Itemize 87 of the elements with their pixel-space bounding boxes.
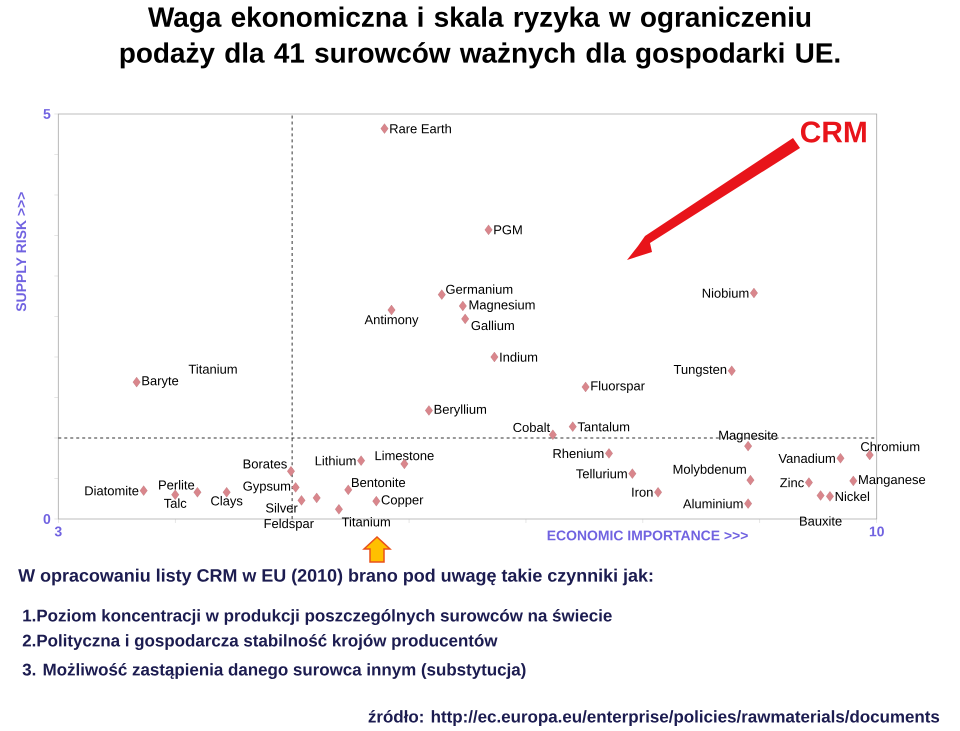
annotation: CRM: [800, 121, 866, 143]
point: [425, 405, 433, 416]
data-label: Antimony: [364, 314, 418, 327]
point: [728, 366, 736, 376]
data-label: Lithium: [316, 456, 356, 466]
data-label: Rhenium: [554, 448, 604, 458]
data-label: Nickel: [836, 492, 870, 502]
data-label: Talc: [164, 498, 186, 508]
point: [744, 498, 752, 509]
point: [849, 476, 858, 486]
point: [380, 123, 388, 134]
point: [816, 490, 824, 501]
text: źródło: http://ec.europa.eu/enterprise/policies/rawmaterials/documents: [368, 710, 940, 726]
text: 2.Polityczna i gospodarcza stabilność krojów producentów: [22, 634, 498, 650]
data-label: Limestone: [376, 450, 434, 460]
point: [292, 482, 300, 493]
data-label: Clays: [211, 496, 242, 508]
data-label: Niobium: [702, 288, 748, 298]
data-label: Zinc: [780, 478, 804, 488]
point: [805, 477, 813, 488]
point: [746, 474, 754, 486]
text: 1.Poziom koncentracji w produkcji poszczególnych surowców na świecie: [23, 608, 612, 626]
point: [605, 448, 613, 459]
annotation: Titanium: [188, 364, 237, 374]
data-label: Rare Earth: [390, 124, 451, 134]
x-tick-label: 3: [54, 526, 62, 536]
point: [140, 486, 148, 496]
data-label: Manganese: [859, 475, 926, 487]
point: [194, 487, 202, 498]
data-label: Gypsum: [243, 482, 290, 494]
point: [438, 289, 446, 300]
text: 3. Możliwość zastąpienia danego surowca innym (substytucja): [22, 662, 526, 680]
data-label: Magnesite: [719, 430, 778, 442]
data-label: Bentonite: [352, 478, 406, 488]
data-label: Indium: [500, 352, 538, 362]
point: [335, 504, 343, 514]
point: [312, 492, 321, 504]
chart-title: Waga ekonomiczna i skala ryzyka w ograniczeniu podaży dla 41 surowców ważnych dla gospodarki UE.: [120, 6, 840, 68]
point: [344, 484, 352, 495]
point: [388, 304, 396, 316]
data-label: Perlite: [159, 480, 194, 490]
point: [298, 495, 306, 506]
data-label: Iron: [632, 488, 653, 497]
y-axis-title: SUPPLY RISK >>>: [16, 192, 26, 312]
point: [826, 491, 834, 502]
data-label: Borates: [244, 459, 287, 469]
point: [484, 224, 492, 235]
data-label: Bauxite: [800, 516, 842, 526]
data-label: Tantalum: [578, 422, 630, 432]
data-label: Copper: [382, 495, 424, 508]
point: [568, 422, 577, 432]
point: [628, 468, 636, 479]
data-label: Vanadium: [778, 453, 835, 463]
data-label: Silver: [266, 503, 298, 513]
data-label: Gallium: [472, 320, 514, 330]
point: [458, 300, 467, 312]
point: [490, 352, 498, 362]
text: W opracowaniu listy CRM w EU (2010) brano pod uwagę takie czynniki jak:: [18, 568, 652, 586]
point: [750, 288, 758, 298]
data-label: PGM: [494, 225, 522, 234]
data-label: Chromium: [861, 442, 920, 452]
data-label: Molybdenum: [674, 464, 746, 476]
x-tick-label: 10: [870, 526, 884, 536]
data-label: Aluminium: [682, 498, 743, 508]
data-label: Baryte: [142, 376, 178, 388]
point: [582, 382, 590, 392]
point: [836, 453, 844, 464]
point: [461, 314, 470, 324]
data-label: Diatomite: [85, 486, 138, 496]
data-label: Tungsten: [674, 364, 726, 377]
point: [372, 496, 380, 506]
point: [287, 466, 295, 476]
y-tick-label: 0: [44, 514, 50, 524]
data-label: Titanium: [342, 516, 390, 526]
data-label: Tellurium: [576, 468, 627, 478]
point: [132, 376, 141, 388]
point: [548, 430, 557, 440]
data-label: Feldspar: [264, 518, 314, 531]
y-tick-label: 5: [43, 109, 50, 119]
data-label: Fluorspar: [591, 380, 645, 394]
data-label: Magnesium: [470, 300, 535, 312]
data-label: Cobalt: [513, 422, 550, 432]
data-label: Beryllium: [434, 404, 486, 416]
point: [357, 456, 366, 466]
x-axis-title: ECONOMIC IMPORTANCE >>>: [548, 530, 748, 540]
data-label: Germanium: [446, 284, 512, 294]
point: [654, 487, 662, 498]
